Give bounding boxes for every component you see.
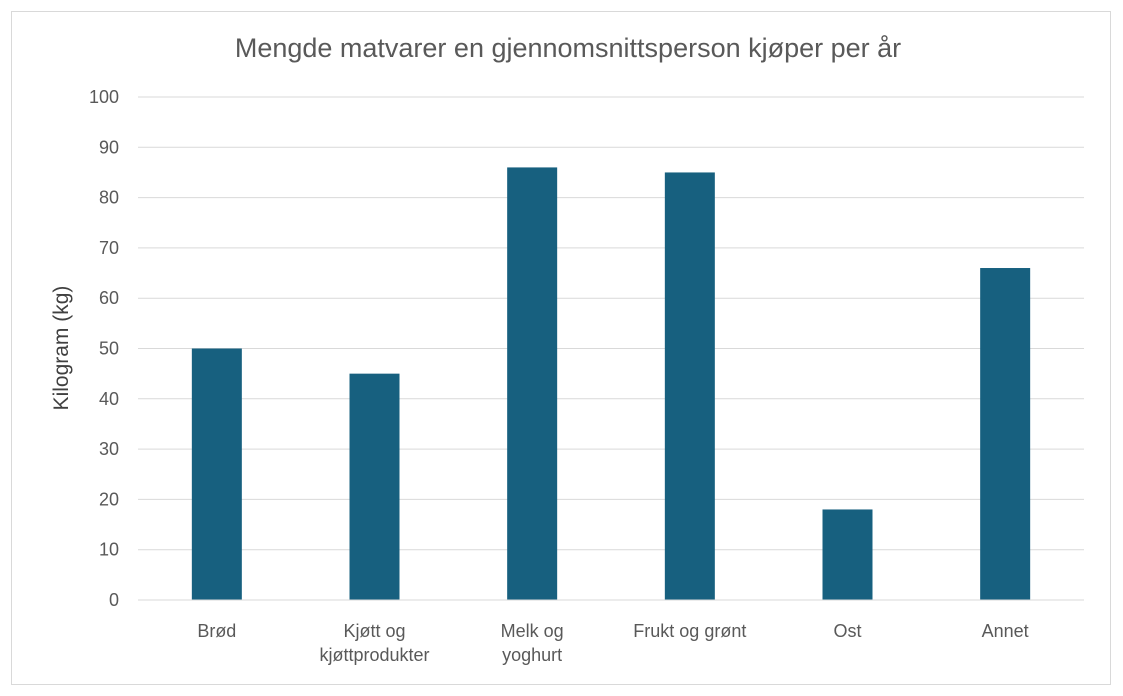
x-category-label-line: Melk og [501, 621, 564, 641]
y-tick-label: 20 [99, 489, 119, 509]
x-category-label-line: Frukt og grønt [633, 621, 746, 641]
y-tick-label: 70 [99, 238, 119, 258]
x-category-label-line: Ost [833, 621, 861, 641]
gridlines [138, 96, 1084, 551]
x-category-label: Ost [833, 621, 861, 641]
y-tick-label: 80 [99, 188, 119, 208]
bar [822, 509, 873, 600]
bars [191, 167, 1031, 601]
y-tick-label: 10 [99, 540, 119, 560]
x-category-label-line: Kjøtt og [343, 621, 405, 641]
x-category-label-line: Brød [197, 621, 236, 641]
y-tick-label: 100 [89, 87, 119, 107]
x-axis-labels: Brød Kjøtt og kjøttprodukter Melk og yoghurt… [197, 621, 1028, 665]
x-category-label: Brød [197, 621, 236, 641]
x-category-label-line: Annet [982, 621, 1029, 641]
chart-title: Mengde matvarer en gjennomsnittsperson k… [235, 33, 901, 63]
x-category-label: Kjøtt og kjøttprodukter [319, 621, 429, 665]
y-axis-ticks: 0 10 20 30 40 50 60 70 80 90 100 [89, 87, 119, 610]
x-category-label-line: yoghurt [502, 645, 562, 665]
x-category-label: Frukt og grønt [633, 621, 746, 641]
y-tick-label: 50 [99, 339, 119, 359]
bar [349, 373, 400, 600]
y-tick-label: 30 [99, 439, 119, 459]
x-category-label: Melk og yoghurt [501, 621, 564, 665]
x-category-label-line: kjøttprodukter [319, 645, 429, 665]
bar [980, 268, 1031, 600]
y-tick-label: 90 [99, 137, 119, 157]
bar [507, 167, 558, 601]
y-tick-label: 0 [109, 590, 119, 610]
bar [191, 348, 242, 600]
y-tick-label: 60 [99, 288, 119, 308]
x-category-label: Annet [982, 621, 1029, 641]
y-tick-label: 40 [99, 389, 119, 409]
bar [664, 172, 715, 600]
y-axis-title: Kilogram (kg) [50, 286, 73, 411]
